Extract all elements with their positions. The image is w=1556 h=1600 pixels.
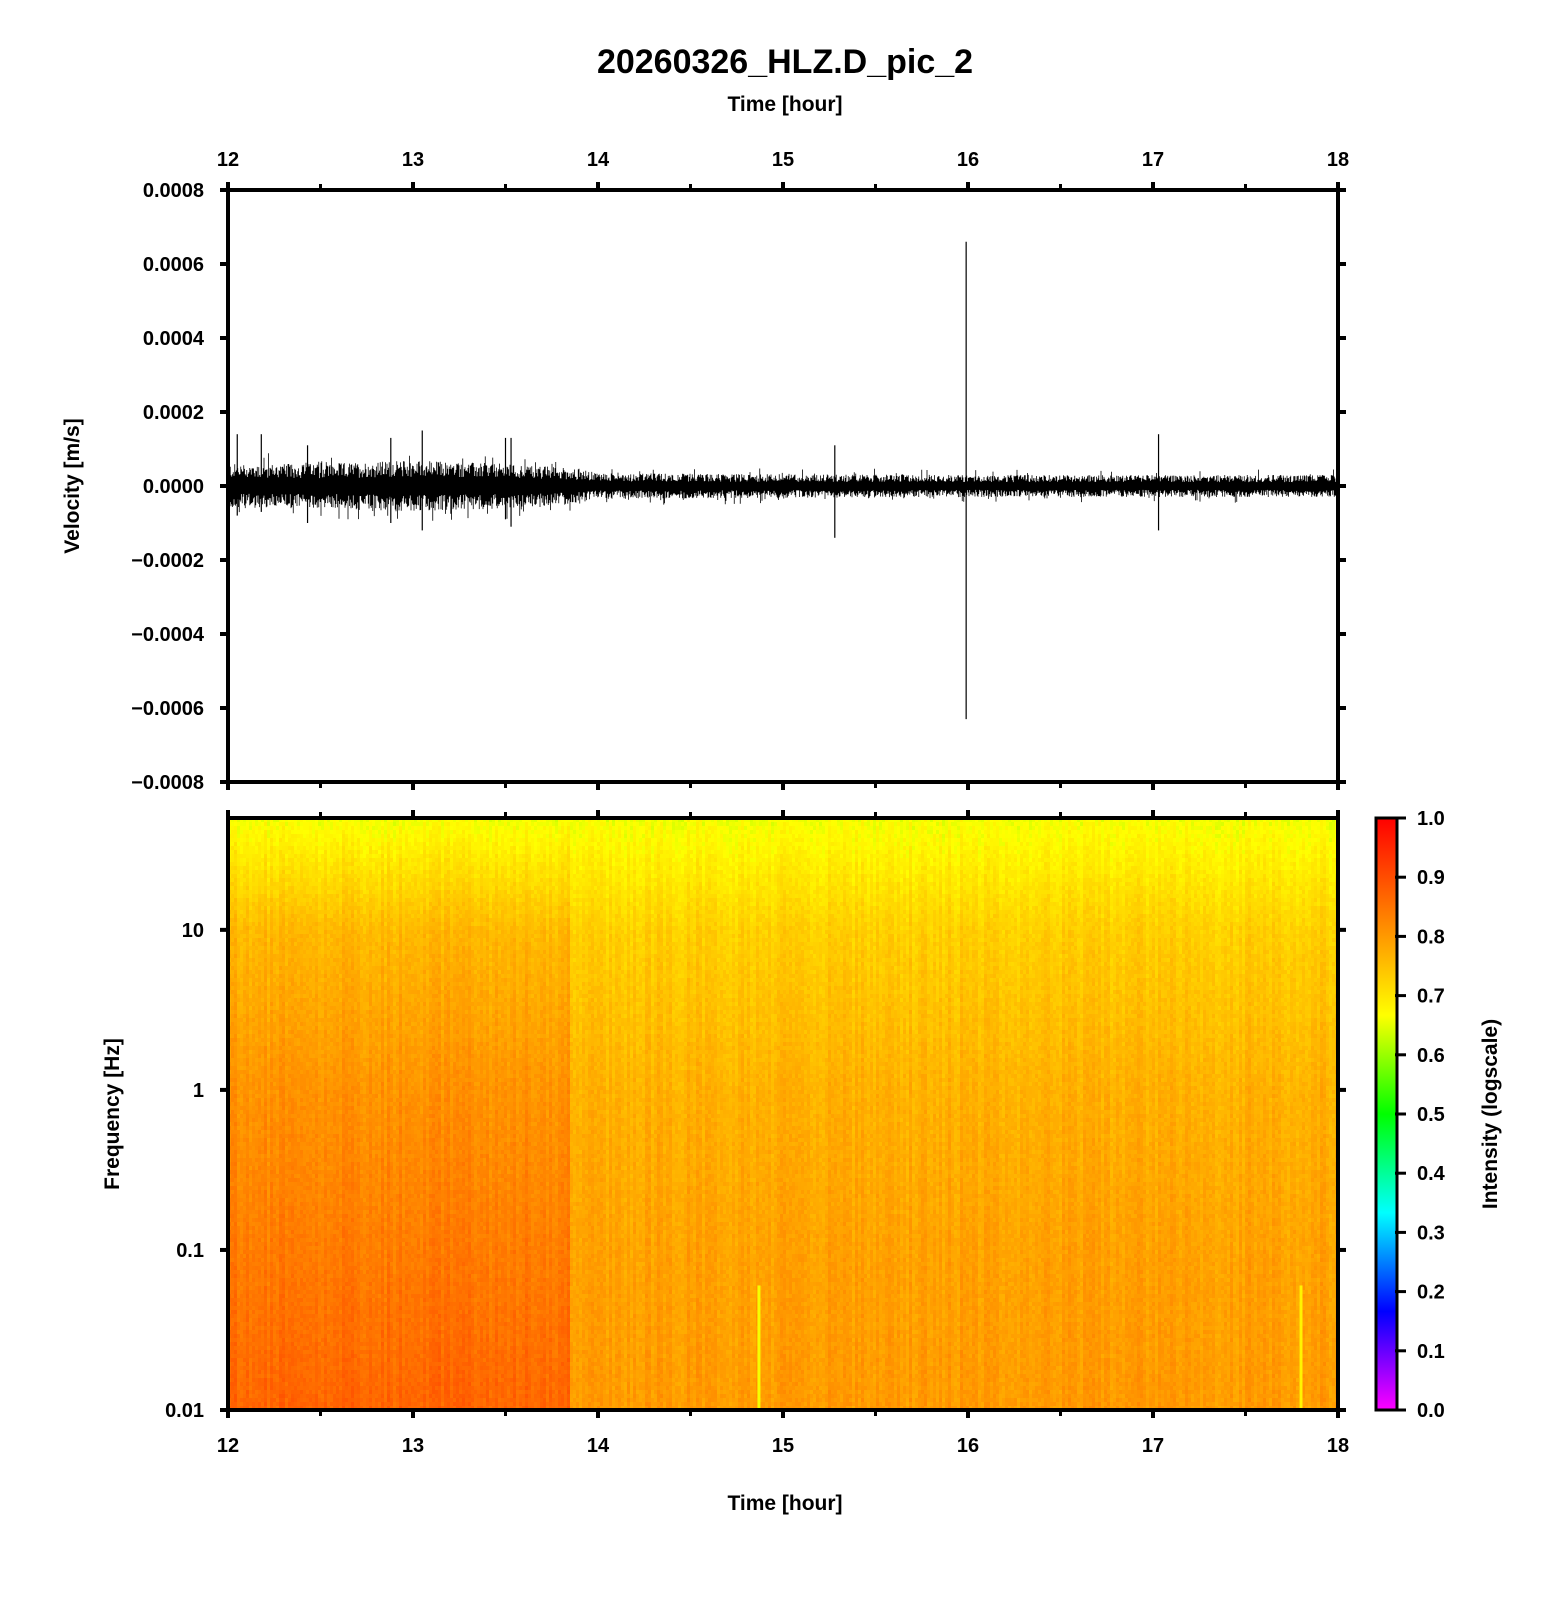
bottom-x-tick-label: 17: [1142, 1435, 1164, 1457]
colorbar-gradient: [1376, 818, 1397, 1410]
seismogram-trace: [228, 242, 1338, 719]
colorbar: 1.0 0.9 0.8 0.7 0.6 0.5 0.4 0.3 0.2 0.1 0.0 Intens…: [1376, 808, 1502, 1422]
top-x-tick-label: 16: [957, 149, 979, 171]
frequency-y-tick-label: 0.1: [176, 1240, 204, 1262]
colorbar-tick-label: 0.8: [1417, 926, 1445, 948]
velocity-y-tick-label: 0.0006: [143, 254, 204, 276]
colorbar-ticks: 1.0 0.9 0.8 0.7 0.6 0.5 0.4 0.3 0.2 0.1 0.0: [1395, 808, 1446, 1422]
spectrogram-streak-0: [757, 1285, 760, 1410]
colorbar-tick-label: 0.4: [1417, 1163, 1446, 1185]
bottom-x-tick-label: 18: [1327, 1435, 1349, 1457]
top-x-tick-label: 12: [217, 149, 239, 171]
colorbar-tick-label: 0.9: [1417, 867, 1445, 889]
colorbar-tick-label: 0.5: [1417, 1104, 1445, 1126]
velocity-y-tick-label: 0.0000: [143, 476, 204, 498]
top-x-tick-label: 14: [587, 149, 610, 171]
top-x-tick-label: 13: [402, 149, 424, 171]
frequency-y-tick-label: 10: [182, 920, 204, 942]
spectrogram-image: [228, 818, 1338, 1410]
frequency-axis-label: Frequency [Hz]: [101, 1038, 124, 1190]
colorbar-tick-label: 1.0: [1417, 808, 1445, 830]
colorbar-tick-label: 0.1: [1417, 1341, 1445, 1363]
bottom-x-tick-label: 15: [772, 1435, 794, 1457]
frequency-y-tick-label: 1: [193, 1080, 204, 1102]
seismogram-noise-band: [228, 453, 1338, 521]
velocity-y-tick-label: −0.0006: [131, 698, 204, 720]
bottom-x-axis-label: Time [hour]: [727, 1492, 842, 1515]
top-x-axis-label: Time [hour]: [727, 93, 842, 116]
colorbar-label: Intensity (logscale): [1479, 1019, 1502, 1209]
velocity-y-tick-label: −0.0008: [131, 772, 204, 794]
colorbar-tick-label: 0.6: [1417, 1045, 1445, 1067]
figure-title: 20260326_HLZ.D_pic_2: [597, 43, 973, 81]
velocity-y-tick-label: 0.0004: [143, 328, 205, 350]
seismogram-panel: 12 13 14 15 16 17 18 0.0008 0.0006 0.0004 0.0002 0.…: [61, 149, 1349, 794]
top-x-tick-label: 18: [1327, 149, 1349, 171]
bottom-x-tick-label: 16: [957, 1435, 979, 1457]
bottom-x-tick-label: 13: [402, 1435, 424, 1457]
velocity-y-tick-label: 0.0002: [143, 402, 204, 424]
bottom-x-tick-label: 12: [217, 1435, 239, 1457]
top-x-tick-label: 17: [1142, 149, 1164, 171]
colorbar-tick-label: 0.3: [1417, 1222, 1445, 1244]
velocity-y-tick-label: −0.0002: [131, 550, 204, 572]
colorbar-tick-label: 0.2: [1417, 1282, 1445, 1304]
bottom-x-tick-label: 14: [587, 1435, 610, 1457]
velocity-axis-label: Velocity [m/s]: [61, 418, 84, 553]
spectrogram-streak-1: [1300, 1285, 1303, 1410]
frequency-y-tick-label: 0.01: [165, 1400, 204, 1422]
top-x-tick-label: 15: [772, 149, 794, 171]
velocity-y-tick-label: 0.0008: [143, 180, 204, 202]
colorbar-tick-label: 0.7: [1417, 986, 1445, 1008]
colorbar-tick-label: 0.0: [1417, 1400, 1445, 1422]
velocity-y-tick-label: −0.0004: [131, 624, 205, 646]
